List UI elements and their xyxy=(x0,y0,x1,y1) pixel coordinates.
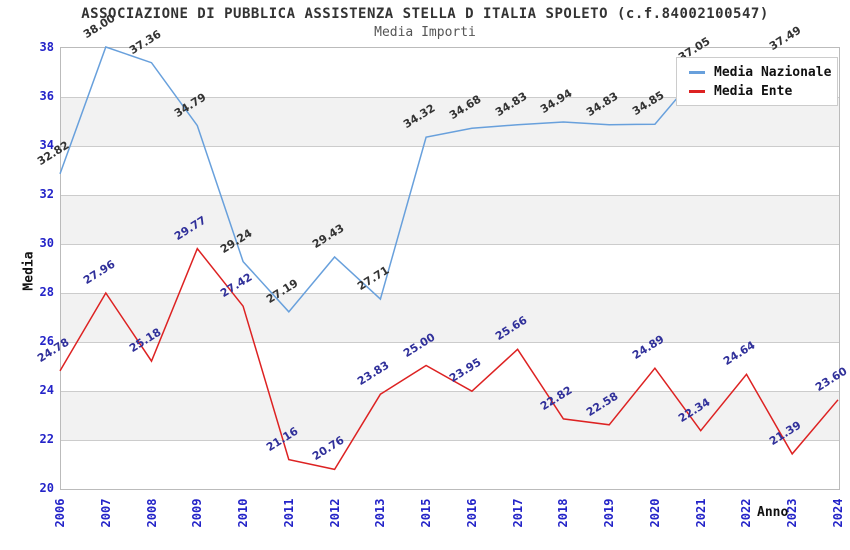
y-tick-label: 32 xyxy=(39,187,54,201)
y-tick-label: 34 xyxy=(39,138,54,152)
x-tick-label: 2013 xyxy=(373,498,388,528)
legend-line-icon xyxy=(689,90,705,93)
legend-item: Media Nazionale xyxy=(689,63,832,82)
x-tick-label: 2021 xyxy=(693,498,708,528)
legend-line-icon xyxy=(689,71,705,74)
gridline xyxy=(61,342,839,343)
plot-band xyxy=(61,391,839,440)
legend-label: Media Nazionale xyxy=(714,65,832,80)
x-tick-label: 2007 xyxy=(98,498,113,528)
plot-band xyxy=(61,195,839,244)
gridline xyxy=(61,244,839,245)
x-tick-label: 2008 xyxy=(144,498,159,528)
x-tick-label: 2018 xyxy=(556,498,571,528)
x-tick-label: 2019 xyxy=(602,498,617,528)
x-axis-title: Anno xyxy=(757,505,789,520)
gridline xyxy=(61,97,839,98)
x-tick-label: 2017 xyxy=(510,498,525,528)
gridline xyxy=(61,391,839,392)
x-tick-label: 2011 xyxy=(281,498,296,528)
y-tick-label: 26 xyxy=(39,334,54,348)
plot-band xyxy=(61,293,839,342)
y-tick-label: 20 xyxy=(39,481,54,495)
y-tick-label: 28 xyxy=(39,285,54,299)
series-line-media-nazionale xyxy=(59,46,793,313)
x-tick-label: 2016 xyxy=(464,498,479,528)
y-tick-label: 38 xyxy=(39,40,54,54)
chart-title: ASSOCIAZIONE DI PUBBLICA ASSISTENZA STEL… xyxy=(81,6,769,22)
legend-label: Media Ente xyxy=(714,84,793,99)
y-tick-label: 24 xyxy=(39,383,54,397)
chart-subtitle: Media Importi xyxy=(374,25,476,40)
y-tick-label: 30 xyxy=(39,236,54,250)
x-tick-label: 2024 xyxy=(831,498,845,528)
x-tick-label: 2022 xyxy=(739,498,754,528)
y-tick-label: 36 xyxy=(39,89,54,103)
plot-area xyxy=(60,47,840,490)
x-tick-label: 2015 xyxy=(419,498,434,528)
legend-item: Media Ente xyxy=(689,82,829,101)
gridline xyxy=(61,195,839,196)
x-tick-label: 2012 xyxy=(327,498,342,528)
x-tick-label: 2006 xyxy=(53,498,67,528)
legend: Media Nazionale Media Ente xyxy=(676,57,838,106)
y-axis-title: Media xyxy=(21,250,37,291)
x-tick-label: 2020 xyxy=(647,498,662,528)
y-tick-label: 22 xyxy=(39,432,54,446)
gridline xyxy=(61,146,839,147)
gridline xyxy=(61,293,839,294)
x-tick-label: 2010 xyxy=(236,498,251,528)
series-line-media-ente xyxy=(59,247,839,471)
x-tick-label: 2009 xyxy=(190,498,205,528)
gridline xyxy=(61,440,839,441)
